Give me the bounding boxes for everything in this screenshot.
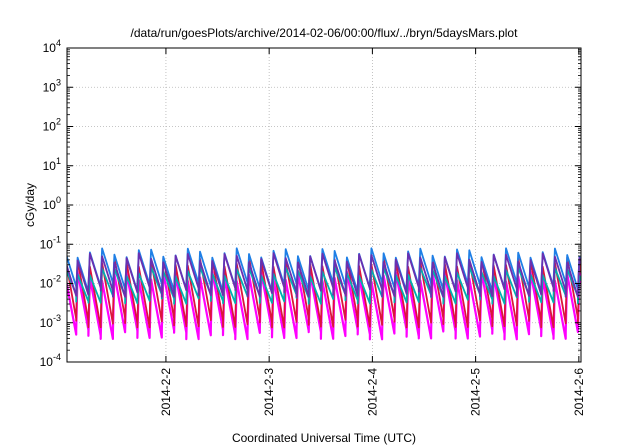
- chart-title: /data/run/goesPlots/archive/2014-02-06/0…: [131, 26, 519, 40]
- x-tick-label: 2014-2-6: [572, 368, 586, 416]
- y-tick-exponent: 2: [56, 117, 61, 127]
- x-tick-label: 2014-2-3: [262, 368, 276, 416]
- y-tick-label: 101: [43, 156, 61, 173]
- y-tick-exponent: -1: [53, 234, 61, 244]
- y-tick-exponent: 3: [56, 77, 61, 87]
- y-tick-label: 104: [43, 38, 61, 55]
- x-tick-label: 2014-2-2: [159, 368, 173, 416]
- y-tick-exponent: 0: [56, 195, 61, 205]
- y-tick-label: 10-3: [40, 313, 61, 330]
- y-tick-exponent: 4: [56, 38, 61, 48]
- series-line: [67, 252, 581, 298]
- x-tick-label: 2014-2-4: [365, 368, 379, 416]
- x-tick-label: 2014-2-5: [469, 368, 483, 416]
- y-tick-label: 102: [43, 117, 61, 134]
- y-tick-exponent: -3: [53, 313, 61, 323]
- y-tick-exponent: -2: [53, 274, 61, 284]
- y-tick-exponent: -4: [53, 352, 61, 362]
- y-axis-title: cGy/day: [23, 183, 37, 227]
- series-layer: [67, 247, 581, 341]
- y-tick-label: 100: [43, 195, 61, 212]
- y-tick-label: 10-1: [40, 234, 61, 251]
- y-tick-label: 10-2: [40, 274, 61, 291]
- y-tick-exponent: 1: [56, 156, 61, 166]
- x-axis-title: Coordinated Universal Time (UTC): [232, 431, 416, 445]
- y-tick-label: 103: [43, 77, 61, 94]
- y-tick-label: 10-4: [40, 352, 61, 369]
